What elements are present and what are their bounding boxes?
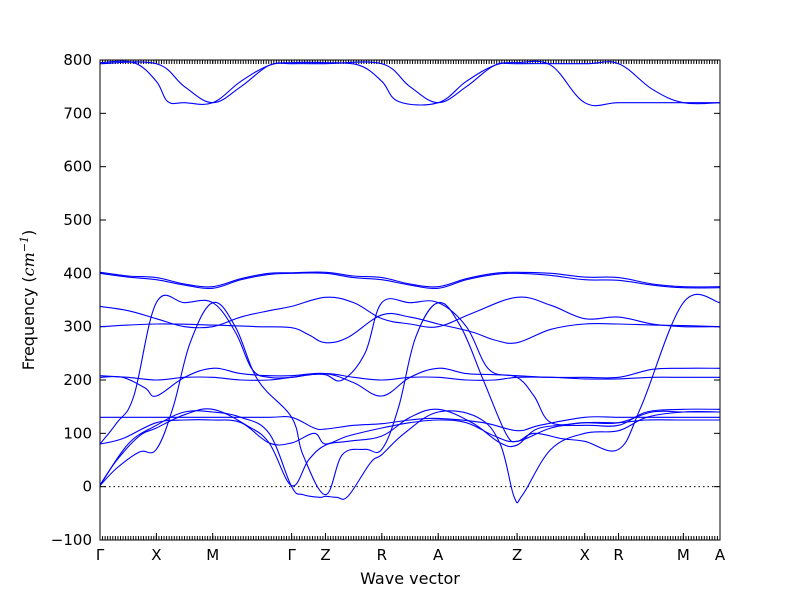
y-tick-label: 300 bbox=[63, 318, 92, 336]
phonon-bands bbox=[99, 60, 721, 504]
x-axis-label: Wave vector bbox=[360, 569, 460, 588]
x-tick-label: X bbox=[151, 546, 161, 564]
band-line-14 bbox=[99, 61, 721, 105]
band-line-12 bbox=[99, 272, 721, 290]
y-tick-label: 700 bbox=[63, 104, 92, 122]
y-axis-ticks: −100 0 100 200 300 400 500 600 700 800 bbox=[51, 51, 720, 549]
band-line-7 bbox=[99, 373, 720, 381]
band-line-2 bbox=[99, 410, 721, 504]
band-line-3 bbox=[99, 408, 721, 487]
x-tick-label: X bbox=[580, 546, 590, 564]
band-line-4 bbox=[99, 419, 720, 446]
band-line-11 bbox=[99, 271, 721, 288]
y-tick-label: 100 bbox=[63, 424, 92, 442]
y-axis-label: Frequency (cm−1) bbox=[18, 230, 39, 371]
x-tick-label: Z bbox=[512, 546, 522, 564]
x-tick-label: Z bbox=[320, 546, 330, 564]
band-line-5 bbox=[100, 415, 720, 432]
x-tick-label: Γ bbox=[287, 546, 296, 564]
y-axis-unit-exp: −1 bbox=[18, 236, 31, 252]
y-axis-unit-base: cm bbox=[19, 252, 38, 276]
y-tick-label: 400 bbox=[63, 264, 92, 282]
x-tick-label: R bbox=[613, 546, 623, 564]
band-line-8 bbox=[99, 367, 721, 397]
y-tick-label: −100 bbox=[51, 531, 92, 549]
band-line-13 bbox=[99, 60, 720, 107]
x-tick-label: R bbox=[377, 546, 387, 564]
plot-frame bbox=[99, 59, 721, 541]
y-tick-label: 800 bbox=[63, 51, 92, 69]
y-axis-label-unit: (cm−1) bbox=[18, 230, 39, 283]
y-tick-label: 600 bbox=[63, 158, 92, 176]
y-tick-label: 0 bbox=[82, 478, 92, 496]
x-tick-label: Γ bbox=[96, 546, 105, 564]
x-tick-label: A bbox=[715, 546, 726, 564]
x-tick-label: M bbox=[677, 546, 690, 564]
band-line-6 bbox=[99, 294, 720, 445]
y-axis-unit-close: ) bbox=[19, 230, 38, 236]
y-axis-unit-open: ( bbox=[19, 276, 38, 282]
band-line-10 bbox=[99, 296, 721, 329]
band-line-1 bbox=[99, 293, 721, 496]
y-tick-label: 500 bbox=[63, 211, 92, 229]
y-tick-label: 200 bbox=[63, 371, 92, 389]
x-tick-label: A bbox=[433, 546, 444, 564]
band-line-9 bbox=[99, 312, 721, 344]
y-axis-label-text: Frequency bbox=[19, 288, 38, 371]
x-tick-label: M bbox=[206, 546, 219, 564]
